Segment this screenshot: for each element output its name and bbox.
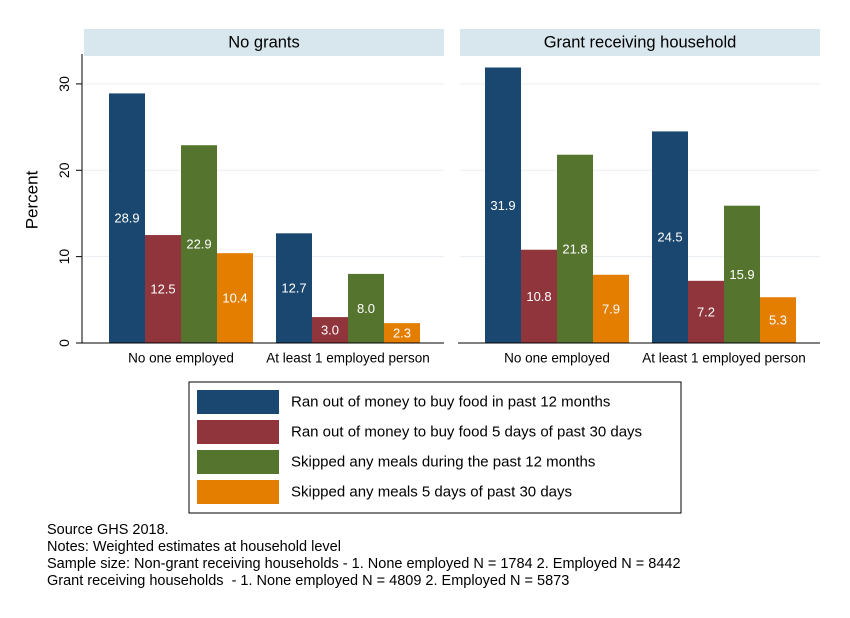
bar-value-label: 15.9 [729,267,754,282]
legend-swatch [197,390,279,414]
bar [521,249,557,343]
bar-value-label: 8.0 [357,301,375,316]
sample-size-note-non-grant: Sample size: Non-grant receiving househo… [47,556,681,572]
legend-swatch [197,480,279,504]
legend-label: Skipped any meals during the past 12 mon… [291,454,595,471]
legend-label: Ran out of money to buy food in past 12 … [291,394,610,411]
chart-notes: Source GHS 2018. Notes: Weighted estimat… [47,522,681,590]
bar-value-label: 22.9 [186,237,211,252]
legend-label: Ran out of money to buy food 5 days of p… [291,424,642,441]
bar [652,131,688,343]
bar-value-label: 21.8 [562,241,587,256]
y-tick-label: 30 [56,76,72,92]
bar-value-label: 24.5 [657,230,682,245]
bar-value-label: 12.7 [281,281,306,296]
legend-label: Skipped any meals 5 days of past 30 days [291,484,572,501]
bar-value-label: 10.4 [222,291,247,306]
bar-value-label: 31.9 [490,198,515,213]
bar [724,205,760,343]
bar [145,235,181,343]
category-label: No one employed [128,351,234,366]
panel-title: Grant receiving household [544,34,737,52]
bar-value-label: 2.3 [393,326,411,341]
bar-value-label: 7.9 [602,301,620,316]
bar [276,233,312,343]
bar [384,323,420,343]
panel-header [460,29,820,56]
y-tick-label: 0 [56,339,72,347]
bar-value-label: 5.3 [769,313,787,328]
bar [181,145,217,343]
source-note: Source GHS 2018. [47,522,169,538]
category-label: No one employed [504,351,610,366]
legend-swatch [197,450,279,474]
bar-value-label: 7.2 [697,304,715,319]
bar-value-label: 10.8 [526,289,551,304]
bar [312,317,348,343]
panel-header [84,29,444,56]
y-axis-title: Percent [23,170,42,229]
bar [593,274,629,343]
panel-title: No grants [228,34,300,52]
bar [688,280,724,343]
category-label: At least 1 employed person [642,351,806,366]
bar [348,273,384,343]
sample-size-note-grant: Grant receiving households - 1. None emp… [47,573,570,589]
bar-value-label: 12.5 [150,282,175,297]
bar [760,297,796,343]
category-label: At least 1 employed person [266,351,430,366]
bar-value-label: 3.0 [321,323,339,338]
bar [557,154,593,343]
bar-value-label: 28.9 [114,211,139,226]
y-tick-label: 10 [56,249,72,265]
weighting-note: Notes: Weighted estimates at household l… [47,539,341,555]
legend-swatch [197,420,279,444]
bar [109,93,145,343]
bar [485,67,521,343]
y-tick-label: 20 [56,162,72,178]
bar [217,253,253,343]
